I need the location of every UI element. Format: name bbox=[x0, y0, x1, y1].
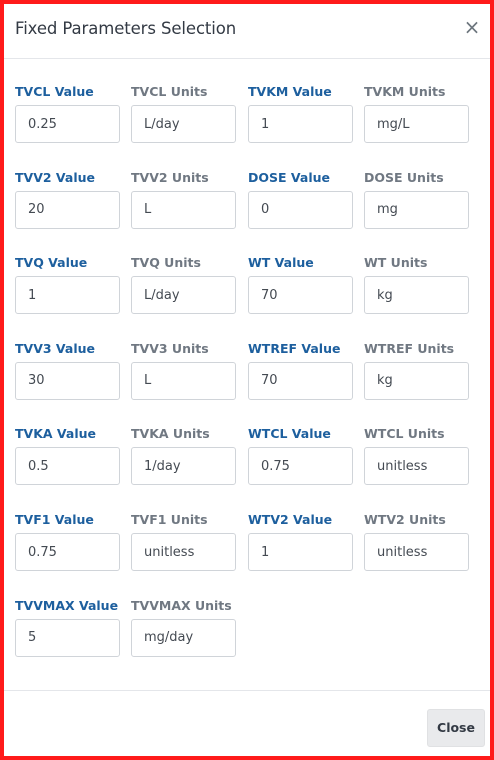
wt-value-input[interactable] bbox=[248, 276, 353, 315]
field-tvq-units: TVQ Units bbox=[131, 254, 237, 315]
tvv2-value-input[interactable] bbox=[15, 190, 120, 229]
field-wtcl-units: WTCL Units bbox=[364, 425, 470, 486]
tvf1-value-input[interactable] bbox=[15, 533, 120, 571]
dose-units-input[interactable] bbox=[364, 190, 469, 229]
field-dose-value: DOSE Value bbox=[248, 169, 354, 229]
field-wtcl-value: WTCL Value bbox=[248, 425, 354, 486]
field-wt-value: WT Value bbox=[248, 254, 354, 315]
wtcl-value-label: WTCL Value bbox=[248, 426, 331, 442]
field-tvka-units: TVKA Units bbox=[131, 425, 237, 486]
tvv2-units-label: TVV2 Units bbox=[131, 169, 209, 185]
tvcl-units-label: TVCL Units bbox=[131, 84, 208, 99]
field-wtref-value: WTREF Value bbox=[248, 340, 354, 400]
field-dose-units: DOSE Units bbox=[364, 169, 470, 229]
modal-title: Fixed Parameters Selection bbox=[15, 19, 237, 38]
wtcl-units-label: WTCL Units bbox=[364, 426, 445, 442]
dose-value-label: DOSE Value bbox=[248, 169, 330, 185]
tvv2-units-input[interactable] bbox=[131, 190, 236, 229]
wtv2-units-label: WTV2 Units bbox=[364, 512, 446, 527]
tvkm-value-label: TVKM Value bbox=[248, 84, 332, 99]
field-tvv3-units: TVV3 Units bbox=[131, 340, 237, 400]
tvq-units-input[interactable] bbox=[131, 276, 236, 315]
field-wtv2-value: WTV2 Value bbox=[248, 511, 354, 571]
field-tvf1-units: TVF1 Units bbox=[131, 511, 237, 571]
tvq-units-label: TVQ Units bbox=[131, 255, 201, 271]
tvv3-value-input[interactable] bbox=[15, 361, 120, 400]
tvv2-value-label: TVV2 Value bbox=[15, 169, 96, 185]
field-tvkm-units: TVKM Units bbox=[364, 83, 470, 143]
tvvmax-units-label: TVVMAX Units bbox=[131, 597, 232, 613]
tvv3-units-label: TVV3 Units bbox=[131, 340, 209, 356]
wtv2-value-label: WTV2 Value bbox=[248, 512, 333, 527]
tvka-units-input[interactable] bbox=[131, 447, 236, 486]
tvv3-units-input[interactable] bbox=[131, 361, 236, 400]
tvf1-value-label: TVF1 Value bbox=[15, 512, 94, 527]
field-tvvmax-units: TVVMAX Units bbox=[131, 597, 237, 657]
tvf1-units-label: TVF1 Units bbox=[131, 512, 208, 527]
tvcl-value-label: TVCL Value bbox=[15, 84, 94, 99]
wtcl-units-input[interactable] bbox=[364, 447, 469, 486]
field-tvvmax-value: TVVMAX Value bbox=[15, 597, 121, 657]
modal-footer: Close bbox=[4, 690, 490, 756]
field-tvv2-value: TVV2 Value bbox=[15, 169, 121, 229]
field-tvf1-value: TVF1 Value bbox=[15, 511, 121, 571]
tvvmax-units-input[interactable] bbox=[131, 618, 236, 657]
tvf1-units-input[interactable] bbox=[131, 533, 236, 571]
field-tvv3-value: TVV3 Value bbox=[15, 340, 121, 400]
wt-units-input[interactable] bbox=[364, 276, 469, 315]
field-tvcl-units: TVCL Units bbox=[131, 83, 237, 143]
wtref-units-input[interactable] bbox=[364, 361, 469, 400]
field-tvka-value: TVKA Value bbox=[15, 425, 121, 486]
wtref-value-input[interactable] bbox=[248, 361, 353, 400]
field-tvcl-value: TVCL Value bbox=[15, 83, 121, 143]
tvq-value-label: TVQ Value bbox=[15, 255, 88, 271]
field-tvkm-value: TVKM Value bbox=[248, 83, 354, 143]
modal-header: Fixed Parameters Selection × bbox=[4, 4, 490, 59]
tvq-value-input[interactable] bbox=[15, 276, 120, 315]
dose-units-label: DOSE Units bbox=[364, 169, 444, 185]
tvcl-value-input[interactable] bbox=[15, 105, 120, 143]
wtv2-units-input[interactable] bbox=[364, 533, 469, 571]
field-tvv2-units: TVV2 Units bbox=[131, 169, 237, 229]
tvcl-units-input[interactable] bbox=[131, 105, 236, 143]
modal-body: TVCL Value TVCL Units TVKM Value TVKM Units… bbox=[4, 60, 490, 690]
dose-value-input[interactable] bbox=[248, 190, 353, 229]
tvv3-value-label: TVV3 Value bbox=[15, 340, 96, 356]
wtref-units-label: WTREF Units bbox=[364, 340, 455, 356]
close-button[interactable]: Close bbox=[427, 709, 485, 747]
wt-units-label: WT Units bbox=[364, 255, 428, 271]
close-icon[interactable]: × bbox=[463, 15, 481, 39]
field-wtv2-units: WTV2 Units bbox=[364, 511, 470, 571]
tvkm-units-input[interactable] bbox=[364, 105, 469, 143]
tvkm-units-label: TVKM Units bbox=[364, 84, 446, 99]
tvka-value-input[interactable] bbox=[15, 447, 120, 486]
tvka-units-label: TVKA Units bbox=[131, 426, 210, 442]
field-wtref-units: WTREF Units bbox=[364, 340, 470, 400]
tvvmax-value-label: TVVMAX Value bbox=[15, 597, 119, 613]
wtref-value-label: WTREF Value bbox=[248, 340, 341, 356]
tvka-value-label: TVKA Value bbox=[15, 426, 96, 442]
wtv2-value-input[interactable] bbox=[248, 533, 353, 571]
wt-value-label: WT Value bbox=[248, 255, 314, 271]
field-tvq-value: TVQ Value bbox=[15, 254, 121, 315]
wtcl-value-input[interactable] bbox=[248, 447, 353, 486]
tvkm-value-input[interactable] bbox=[248, 105, 353, 143]
tvvmax-value-input[interactable] bbox=[15, 618, 120, 657]
field-wt-units: WT Units bbox=[364, 254, 470, 315]
